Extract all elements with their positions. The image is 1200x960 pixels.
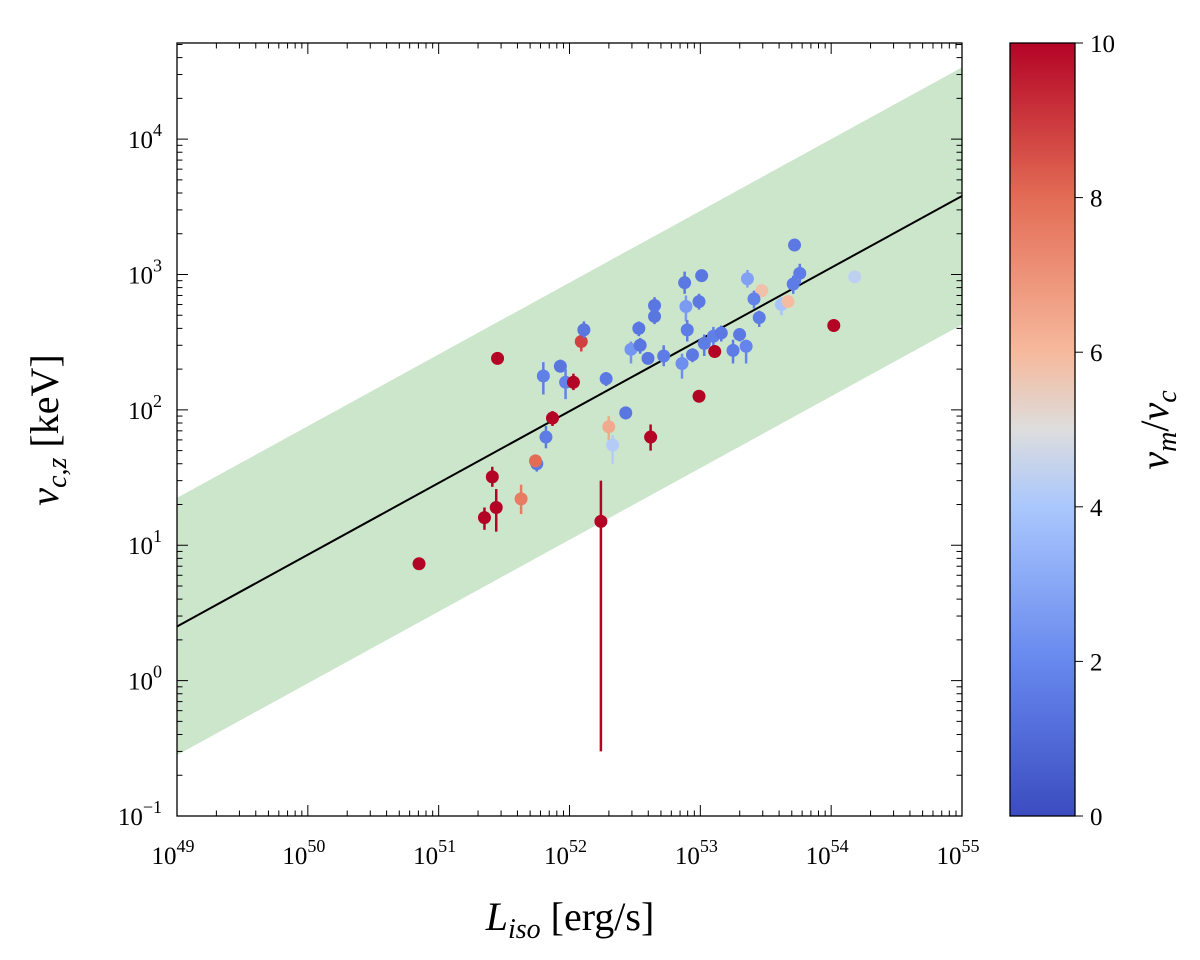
data-point	[739, 339, 753, 353]
data-point	[714, 326, 728, 340]
data-point	[528, 454, 542, 468]
x-tick-label: 1051	[413, 836, 456, 870]
data-point	[599, 372, 613, 386]
fit-line	[177, 195, 962, 628]
data-point	[733, 328, 747, 342]
data-point	[485, 470, 499, 484]
data-point	[632, 321, 646, 335]
data-point	[755, 284, 769, 298]
axes: 1049 1050 1051 1052 1053 1054 1055 10−1 100 101 10…	[118, 43, 980, 870]
data-point	[648, 299, 662, 313]
data-point	[680, 323, 694, 337]
data-point	[606, 438, 620, 452]
data-point	[747, 292, 761, 306]
data-point	[697, 336, 711, 350]
data-point	[489, 501, 503, 515]
data-point	[633, 338, 647, 352]
y-tick-label: 10−1	[118, 797, 162, 831]
data-point	[514, 492, 528, 506]
data-point	[788, 238, 802, 252]
data-point	[685, 348, 699, 362]
x-tick-label: 1054	[806, 836, 849, 870]
data-point	[641, 351, 655, 365]
data-point	[577, 323, 591, 337]
data-point	[726, 343, 740, 357]
data-point	[602, 420, 616, 434]
x-tick-label: 1050	[282, 836, 325, 870]
data-point	[536, 369, 550, 383]
data-point	[594, 514, 608, 528]
data-point	[553, 359, 567, 373]
data-point	[692, 389, 706, 403]
data-point	[648, 309, 662, 323]
data-point	[740, 272, 754, 286]
colorbar-tick-label: 4	[1090, 495, 1103, 522]
y-tick-label: 101	[128, 526, 162, 560]
x-tick-label: 1052	[544, 836, 587, 870]
data-point	[545, 411, 559, 425]
data-point	[848, 270, 862, 284]
data-point	[679, 300, 693, 314]
data-point	[477, 511, 491, 525]
data-point	[675, 357, 689, 371]
y-tick-label: 102	[128, 391, 162, 425]
data-point	[412, 557, 426, 571]
data-point	[678, 276, 692, 290]
y-tick-label: 103	[128, 255, 162, 289]
y-tick-label: 104	[128, 120, 162, 154]
colorbar-tick-label: 2	[1090, 649, 1103, 676]
data-point	[539, 430, 553, 444]
plot-area	[177, 67, 962, 756]
x-tick-label: 1055	[937, 836, 980, 870]
data-point	[566, 375, 580, 389]
colorbar-tick-label: 8	[1090, 186, 1103, 213]
x-tick-label: 1049	[152, 836, 195, 870]
colorbar	[1009, 42, 1076, 817]
data-point	[827, 318, 841, 332]
y-tick-label: 100	[128, 662, 162, 696]
data-point	[619, 406, 633, 420]
colorbar-tick-label: 0	[1090, 804, 1103, 831]
colorbar-label: νm/νc	[1132, 390, 1183, 470]
data-point	[708, 344, 722, 358]
data-point	[786, 277, 800, 291]
colorbar-ticks: 0 2 4 6 8 10	[1075, 31, 1115, 831]
data-point	[781, 295, 795, 309]
data-point	[695, 269, 709, 283]
colorbar-tick-label: 10	[1090, 31, 1115, 58]
data-point	[793, 266, 807, 280]
x-tick-label: 1053	[675, 836, 718, 870]
colorbar-tick-label: 6	[1090, 340, 1103, 367]
data-point	[491, 351, 505, 365]
data-point	[574, 334, 588, 348]
y-axis-label: νc,z [keV]	[22, 354, 73, 505]
data-point	[692, 295, 706, 309]
data-point	[752, 311, 766, 325]
data-point	[644, 430, 658, 444]
x-axis-label: Liso [erg/s]	[485, 894, 655, 945]
data-point	[657, 349, 671, 363]
